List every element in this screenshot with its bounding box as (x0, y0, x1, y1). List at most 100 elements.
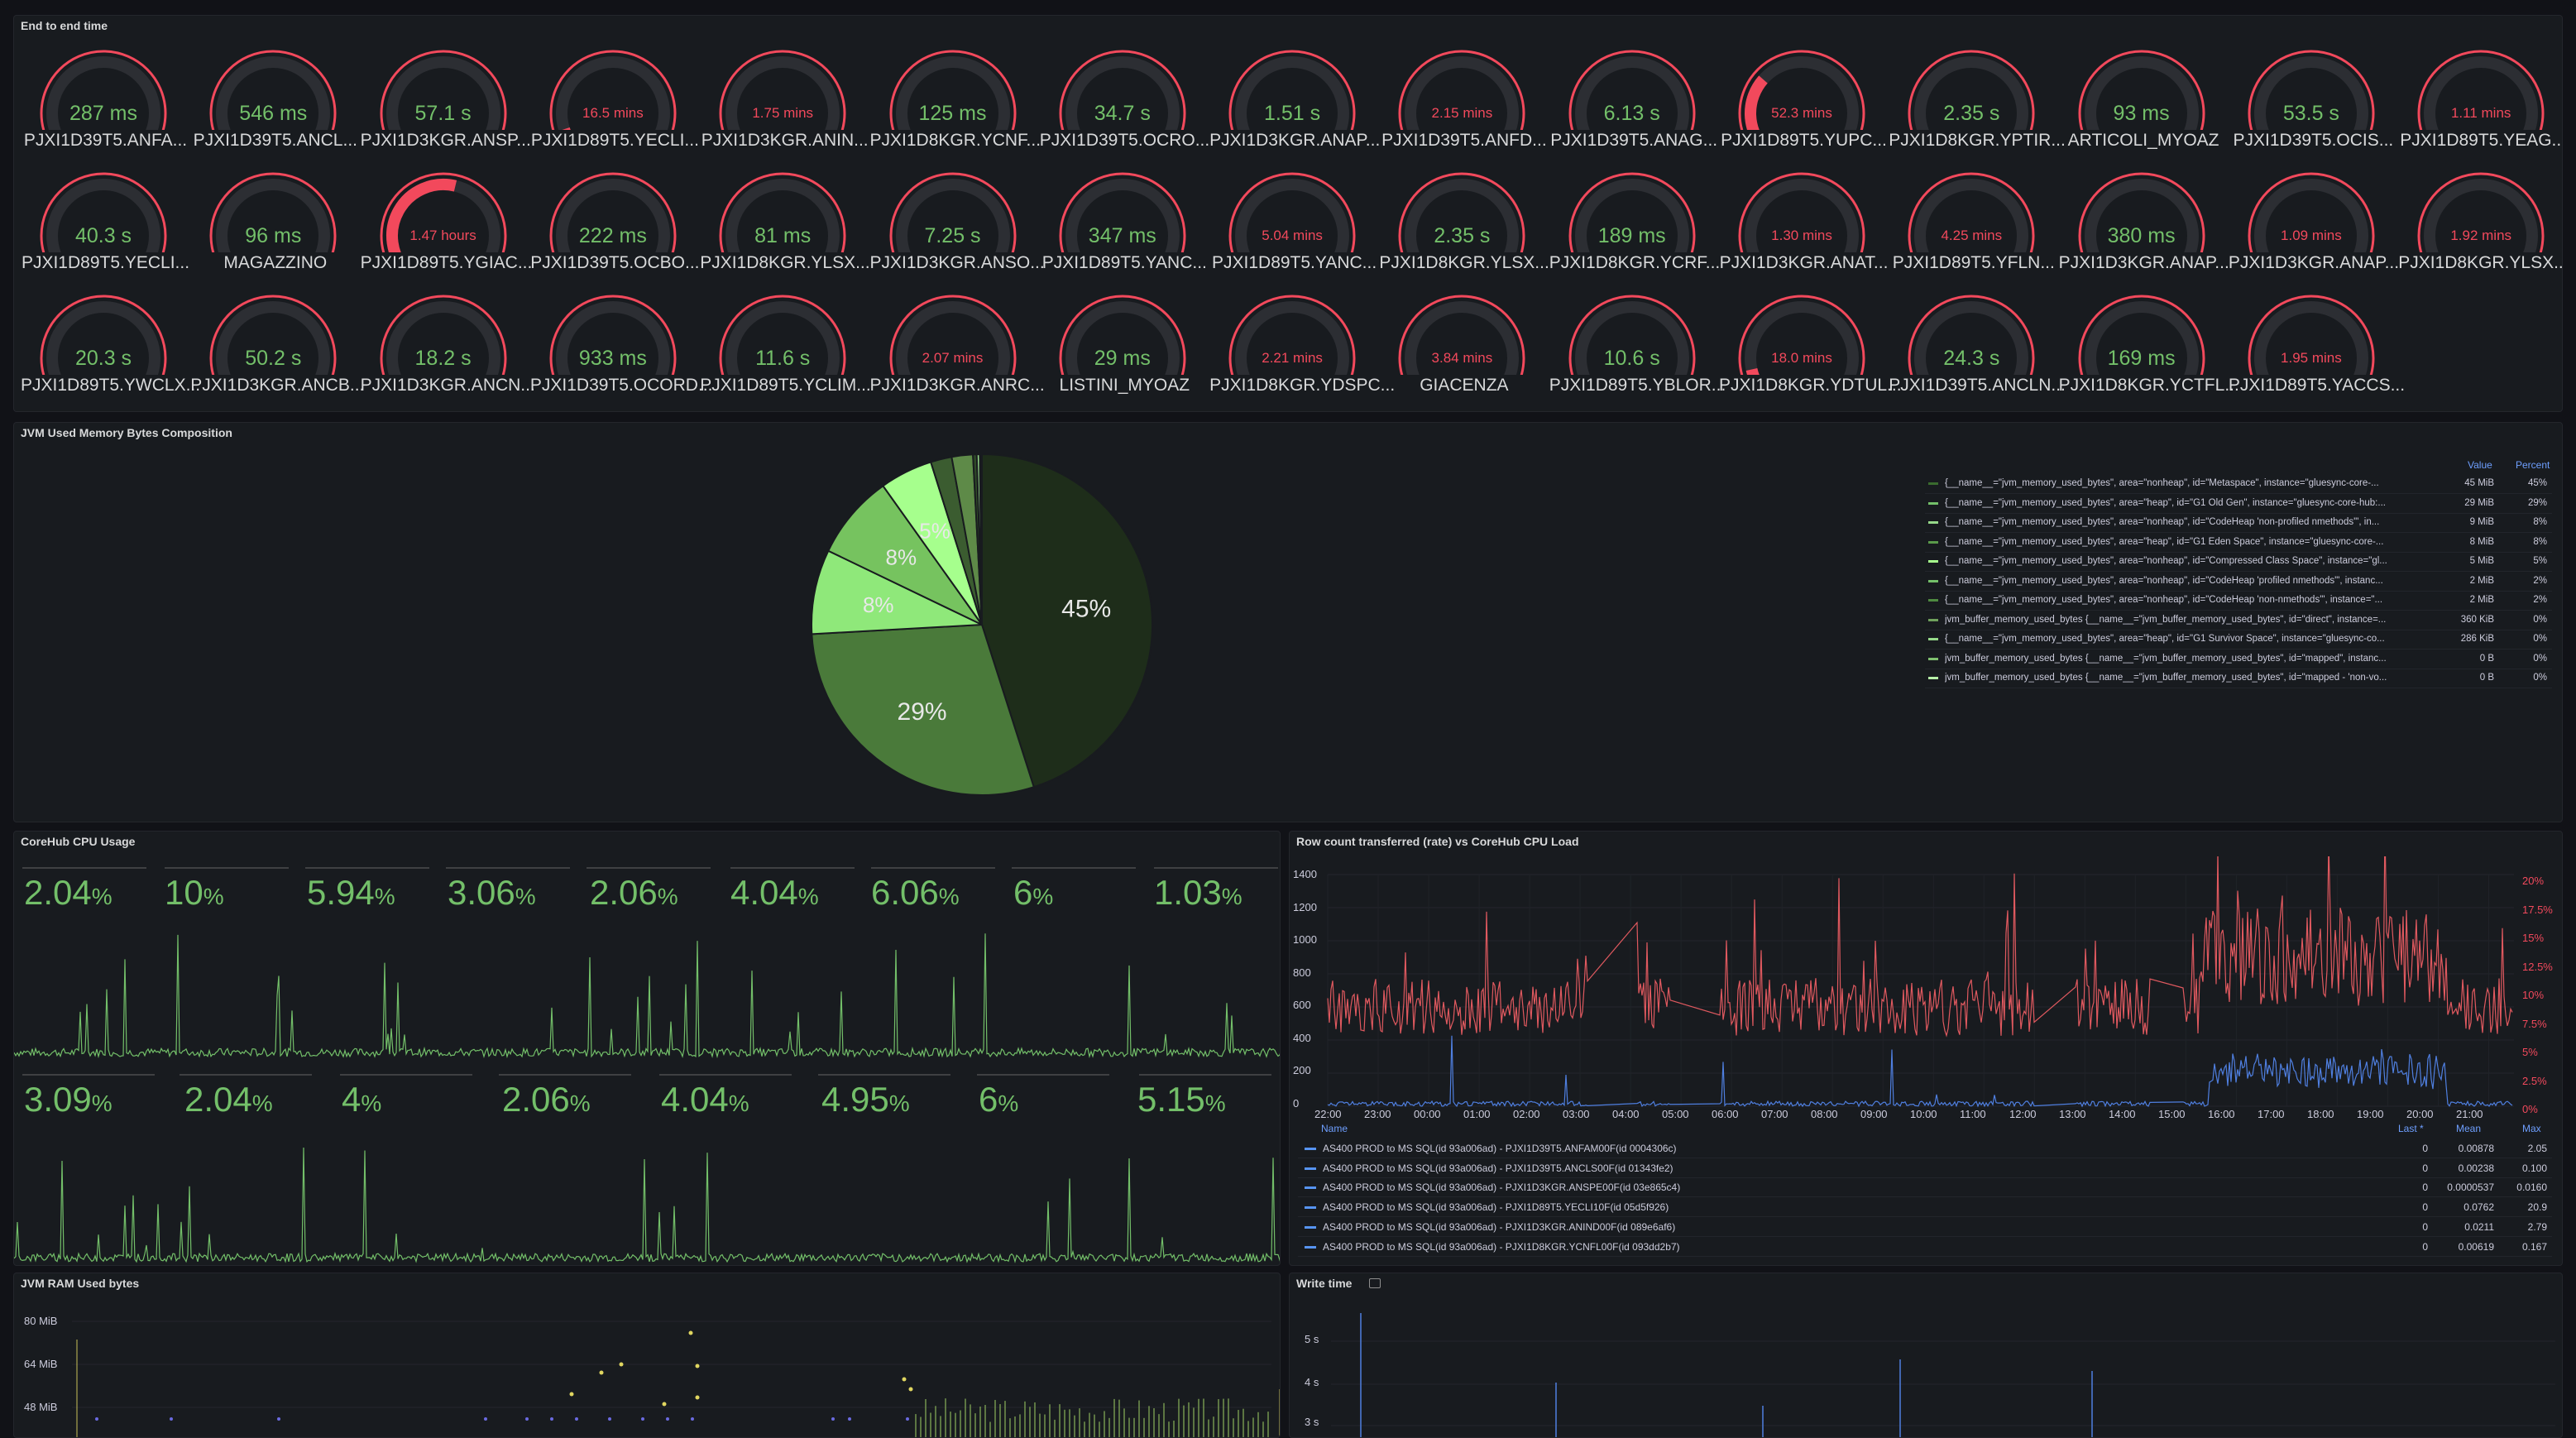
legend-value: 0 B (2479, 673, 2494, 683)
table-row[interactable]: AS400 PROD to MS SQL(id 93a006ad) - PJXI… (1298, 1177, 2552, 1198)
series-last: 0 (2422, 1220, 2428, 1233)
table-row[interactable]: AS400 PROD to MS SQL(id 93a006ad) - PJXI… (1298, 1217, 2552, 1237)
gauge-value: 24.3 s (1943, 347, 2000, 370)
gauge-threshold (1059, 172, 1186, 252)
table-row[interactable]: AS400 PROD to MS SQL(id 93a006ad) - PJXI… (1298, 1197, 2552, 1218)
gauge[interactable]: 7.25 s PJXI1D3KGR.ANSO... (870, 170, 1045, 287)
gauge[interactable]: 1.09 mins PJXI1D3KGR.ANAP... (2229, 170, 2399, 287)
gauge[interactable]: 2.35 s PJXI1D8KGR.YPTIR... (1889, 47, 2066, 165)
gauge[interactable]: 81 ms PJXI1D8KGR.YLSX... (700, 170, 870, 287)
gauge-track (1405, 301, 1520, 375)
gauge-value: 11.6 s (755, 347, 811, 370)
gauge[interactable]: 57.1 s PJXI1D3KGR.ANSP... (361, 47, 531, 165)
gauge[interactable]: 53.5 s PJXI1D39T5.OCIS... (2229, 47, 2394, 165)
pie-slice[interactable] (827, 484, 983, 626)
gauge[interactable]: 287 ms PJXI1D39T5.ANFA... (21, 47, 187, 165)
gauge[interactable]: 29 ms LISTINI_MYOAZ (1040, 292, 1205, 410)
gauge[interactable]: 169 ms PJXI1D8KGR.YCTFL... (2059, 292, 2239, 410)
pie-slice[interactable] (811, 623, 1036, 796)
legend-item[interactable]: {__name__="jvm_memory_used_bytes", area=… (1925, 533, 2552, 553)
gauge-value: 347 ms (1088, 224, 1156, 247)
legend-item[interactable]: {__name__="jvm_memory_used_bytes", area=… (1925, 494, 2552, 514)
legend-item[interactable]: jvm_buffer_memory_used_bytes {__name__="… (1925, 649, 2552, 669)
gauge[interactable]: 11.6 s PJXI1D89T5.YCLIM... (700, 292, 871, 410)
gauge[interactable]: 5.04 mins PJXI1D89T5.YANC... (1209, 170, 1377, 287)
gauge[interactable]: 189 ms PJXI1D8KGR.YCRF... (1549, 170, 1720, 287)
gauge[interactable]: 1.47 hours PJXI1D89T5.YGIAC... (361, 170, 532, 287)
legend-item[interactable]: {__name__="jvm_memory_used_bytes", area=… (1925, 474, 2552, 494)
gauge[interactable]: 222 ms PJXI1D39T5.OCBO... (530, 170, 700, 287)
gauge[interactable]: 1.92 mins PJXI1D8KGR.YLSX... (2398, 170, 2562, 287)
gauge[interactable]: 2.15 mins PJXI1D39T5.ANFD... (1379, 47, 1547, 165)
panel-info-icon[interactable] (1369, 1278, 1381, 1288)
gauge[interactable]: 18.2 s PJXI1D3KGR.ANCN... (361, 292, 535, 410)
gauge-label: GIACENZA (1420, 376, 1509, 395)
gauge-track (1065, 179, 1180, 252)
gauge[interactable]: 1.51 s PJXI1D3KGR.ANAP... (1209, 47, 1380, 165)
gauge[interactable]: 6.13 s PJXI1D39T5.ANAG... (1549, 47, 1717, 165)
gauge[interactable]: 20.3 s PJXI1D89T5.YWCLX... (21, 292, 200, 410)
cpu-load-series (1327, 856, 2513, 1038)
pie-slice[interactable] (811, 549, 983, 635)
gauge[interactable]: 546 ms PJXI1D39T5.ANCL... (190, 47, 357, 165)
gauge[interactable]: 1.11 mins PJXI1D89T5.YEAG... (2398, 47, 2562, 165)
gauge-value: 287 ms (69, 102, 137, 125)
gauge[interactable]: 2.07 mins PJXI1D3KGR.ANRC... (870, 292, 1045, 410)
gauge-fill (562, 127, 571, 130)
legend-item[interactable]: {__name__="jvm_memory_used_bytes", area=… (1925, 552, 2552, 572)
table-header-max[interactable]: Max (2522, 1123, 2541, 1134)
gauge-value: 1.51 s (1264, 102, 1321, 125)
gauge[interactable]: 34.7 s PJXI1D39T5.OCRO... (1040, 47, 1209, 165)
gauge[interactable]: 1.30 mins PJXI1D3KGR.ANAT... (1719, 170, 1888, 287)
ram-point (599, 1370, 604, 1375)
legend-item[interactable]: jvm_buffer_memory_used_bytes {__name__="… (1925, 669, 2552, 688)
gauge[interactable]: 18.0 mins PJXI1D8KGR.YDTUL... (1719, 292, 1902, 410)
gauge[interactable]: 347 ms PJXI1D89T5.YANC... (1040, 170, 1207, 287)
series-last: 0 (2422, 1143, 2428, 1154)
x-tick: 00:00 (1414, 1108, 1441, 1120)
table-header-name[interactable]: Name (1321, 1123, 1348, 1134)
cpu-sparkline (14, 1147, 1280, 1263)
gauge[interactable]: 380 ms PJXI1D3KGR.ANAP... (2059, 170, 2229, 287)
gauge[interactable]: 96 ms MAGAZZINO (190, 170, 356, 287)
gauge[interactable]: 52.3 mins PJXI1D89T5.YUPC... (1719, 47, 1887, 165)
legend-item[interactable]: {__name__="jvm_memory_used_bytes", area=… (1925, 572, 2552, 592)
pie-slice-label: 29% (898, 698, 947, 726)
gauge[interactable]: 40.3 s PJXI1D89T5.YECLI... (21, 170, 189, 287)
x-tick: 08:00 (1811, 1108, 1838, 1120)
gauge[interactable]: 1.95 mins PJXI1D89T5.YACCS... (2229, 292, 2405, 410)
gauge[interactable]: 2.35 s PJXI1D8KGR.YLSX... (1379, 170, 1549, 287)
table-row[interactable]: AS400 PROD to MS SQL(id 93a006ad) - PJXI… (1298, 1138, 2552, 1158)
legend-percent: 8% (2533, 536, 2547, 547)
legend-item[interactable]: {__name__="jvm_memory_used_bytes", area=… (1925, 513, 2552, 533)
gauge[interactable]: 4.25 mins PJXI1D89T5.YFLN... (1889, 170, 2055, 287)
gauge-value: 2.15 mins (1431, 105, 1493, 121)
gauge[interactable]: 50.2 s PJXI1D3KGR.ANCB... (190, 292, 364, 410)
pie-slice[interactable] (979, 453, 983, 626)
panel-title: End to end time (21, 19, 108, 32)
gauge[interactable]: 93 ms ARTICOLI_MYOAZ (2059, 47, 2224, 165)
gauge[interactable]: 1.75 mins PJXI1D3KGR.ANIN... (700, 47, 869, 165)
gauge[interactable]: 16.5 mins PJXI1D89T5.YECLI... (530, 47, 699, 165)
pie-slice-label: 8% (863, 592, 894, 617)
gauge[interactable]: 933 ms PJXI1D39T5.OCORD... (530, 292, 712, 410)
gauge[interactable]: 10.6 s PJXI1D89T5.YBLOR... (1549, 292, 1726, 410)
pie-slice[interactable] (981, 453, 1153, 789)
cpu-value: 4.95% (821, 1080, 910, 1119)
legend-item[interactable]: {__name__="jvm_memory_used_bytes", area=… (1925, 630, 2552, 649)
series-swatch (1305, 1206, 1316, 1210)
gauge[interactable]: 3.84 mins GIACENZA (1379, 292, 1544, 410)
gauge-value: 81 ms (754, 224, 812, 247)
table-row[interactable]: AS400 PROD to MS SQL(id 93a006ad) - PJXI… (1298, 1237, 2552, 1257)
gauge[interactable]: 24.3 s PJXI1D39T5.ANCLN... (1889, 292, 2066, 410)
legend-item[interactable]: {__name__="jvm_memory_used_bytes", area=… (1925, 591, 2552, 611)
table-row[interactable]: AS400 PROD to MS SQL(id 93a006ad) - PJXI… (1298, 1158, 2552, 1178)
table-header-last[interactable]: Last * (2398, 1123, 2424, 1134)
cpu-value: 2.06% (590, 873, 678, 912)
legend-item[interactable]: jvm_buffer_memory_used_bytes {__name__="… (1925, 611, 2552, 630)
gauge[interactable]: 2.21 mins PJXI1D8KGR.YDSPC... (1209, 292, 1395, 410)
series-name: AS400 PROD to MS SQL(id 93a006ad) - PJXI… (1323, 1182, 1681, 1194)
table-header-mean[interactable]: Mean (2456, 1123, 2482, 1134)
gauge[interactable]: 125 ms PJXI1D8KGR.YCNF... (870, 47, 1041, 165)
gauge-threshold (2078, 172, 2205, 252)
